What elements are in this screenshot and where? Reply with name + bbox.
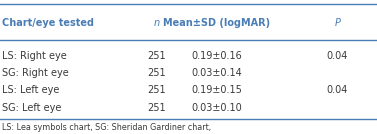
Text: 251: 251 <box>147 68 166 78</box>
Text: 0.03±0.10: 0.03±0.10 <box>192 103 242 113</box>
Text: Mean±SD (logMAR): Mean±SD (logMAR) <box>163 18 270 28</box>
Text: LS: Right eye: LS: Right eye <box>2 51 67 61</box>
Text: 0.04: 0.04 <box>327 51 348 61</box>
Text: SG: Left eye: SG: Left eye <box>2 103 61 113</box>
Text: Chart/eye tested: Chart/eye tested <box>2 18 94 28</box>
Text: n: n <box>153 18 159 28</box>
Text: LS: Lea symbols chart, SG: Sheridan Gardiner chart,: LS: Lea symbols chart, SG: Sheridan Gard… <box>2 123 211 132</box>
Text: P: P <box>334 18 340 28</box>
Text: 0.03±0.14: 0.03±0.14 <box>192 68 242 78</box>
Text: 251: 251 <box>147 85 166 95</box>
Text: 0.19±0.16: 0.19±0.16 <box>192 51 242 61</box>
Text: 251: 251 <box>147 103 166 113</box>
Text: 0.19±0.15: 0.19±0.15 <box>192 85 242 95</box>
Text: SG: Right eye: SG: Right eye <box>2 68 69 78</box>
Text: 251: 251 <box>147 51 166 61</box>
Text: LS: Left eye: LS: Left eye <box>2 85 59 95</box>
Text: 0.04: 0.04 <box>327 85 348 95</box>
